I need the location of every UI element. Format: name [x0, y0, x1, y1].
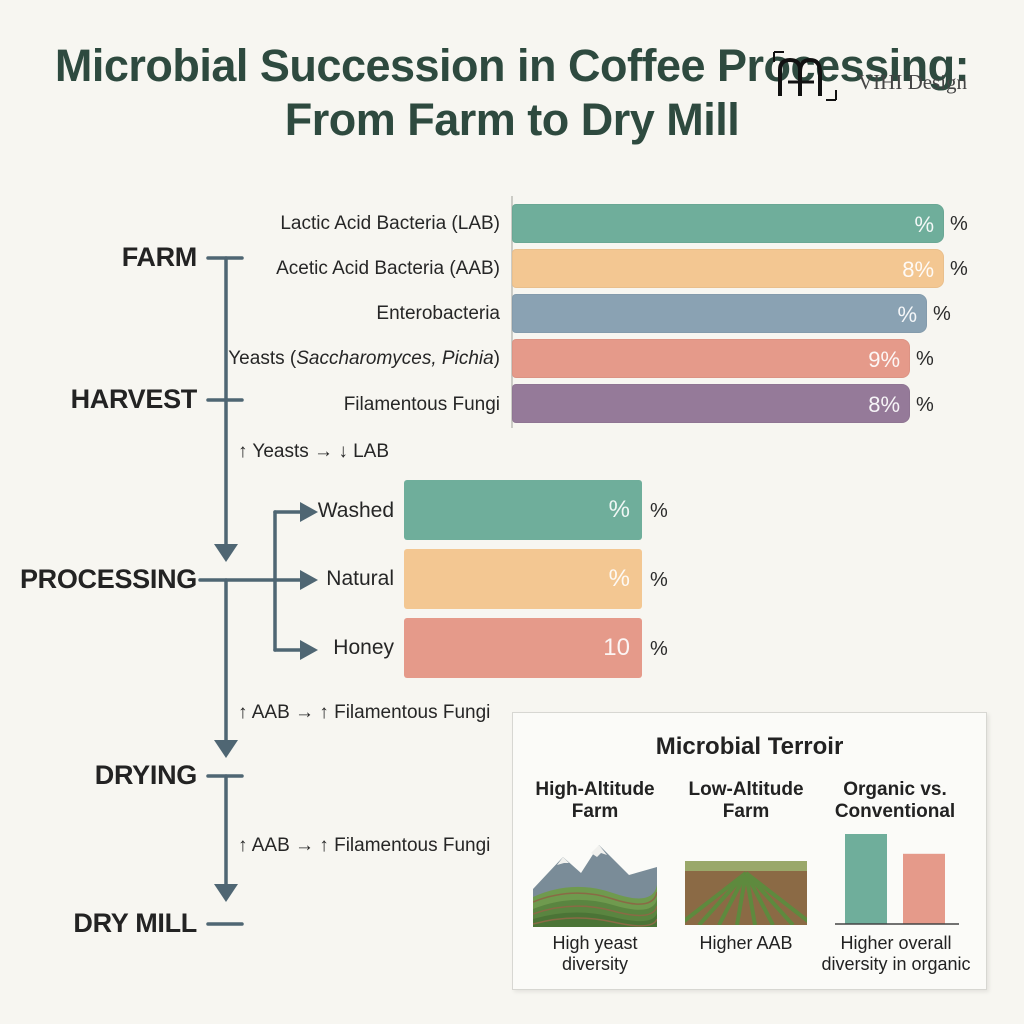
- stage-drying: DRYING: [94, 760, 198, 790]
- processing-label-natural: Natural: [326, 567, 394, 590]
- microbe-unit-lab: %: [950, 213, 968, 235]
- microbe-bar-aab: 8%: [512, 249, 944, 288]
- arrow-down-icon: [214, 884, 238, 902]
- microbe-value-lab: %: [914, 212, 934, 237]
- microbe-label-fungi: Filamentous Fungi: [343, 394, 500, 415]
- microbe-unit-enterobacteria: %: [933, 303, 951, 325]
- field-farm-icon: [685, 861, 807, 925]
- annotation-processing-drying: ↑ AAB → ↑ Filamentous Fungi: [238, 702, 491, 723]
- page-title-line-2: From Farm to Dry Mill: [284, 94, 740, 145]
- microbe-value-fungi: 8%: [868, 392, 900, 417]
- microbe-bar-lab: %: [512, 204, 944, 243]
- arrow-right-icon: [300, 640, 318, 660]
- microbial-terroir-card: Microbial Terroir High-Altitude Farm Low-…: [512, 712, 987, 990]
- terroir-col-low-altitude-head: Low-Altitude Farm: [688, 779, 804, 822]
- microbe-bar-fungi: 8%: [512, 384, 910, 423]
- microbe-value-yeasts: 9%: [868, 347, 900, 372]
- stage-harvest: HARVEST: [70, 384, 198, 414]
- microbe-unit-fungi: %: [916, 394, 934, 416]
- microbe-bar-yeasts: 9%: [512, 339, 910, 378]
- terroir-col-organic-foot: Higher overall diversity in organic: [821, 933, 971, 974]
- microbe-label-enterobacteria: Enterobacteria: [376, 303, 500, 324]
- microbe-label-yeasts: Yeasts (Saccharomyces, Pichia): [228, 348, 500, 369]
- processing-value-natural: %: [608, 565, 630, 592]
- processing-unit-honey: %: [650, 638, 668, 660]
- processing-value-washed: %: [608, 496, 630, 523]
- comparison-bar-0: [845, 834, 887, 924]
- processing-unit-washed: %: [650, 500, 668, 522]
- microbe-bar-enterobacteria: %: [512, 294, 927, 333]
- microbe-unit-yeasts: %: [916, 348, 934, 370]
- processing-label-honey: Honey: [333, 636, 394, 659]
- terroir-col-high-altitude-foot: High yeast diversity: [552, 933, 638, 974]
- arrow-down-icon: [214, 544, 238, 562]
- arrow-right-icon: [300, 502, 318, 522]
- microbe-value-aab: 8%: [902, 257, 934, 282]
- processing-unit-natural: %: [650, 569, 668, 591]
- comparison-bar-1: [903, 853, 945, 924]
- stage-processing: PROCESSING: [19, 564, 197, 594]
- watermark-logo: VIHI Design: [770, 50, 1020, 102]
- processing-value-honey: 10: [603, 634, 630, 661]
- microbe-label-aab: Acetic Acid Bacteria (AAB): [276, 258, 500, 279]
- processing-bar-natural: %: [404, 549, 642, 609]
- terroir-col-organic-head: Organic vs. Conventional: [834, 779, 956, 822]
- terroir-title: Microbial Terroir: [655, 733, 844, 760]
- processing-label-washed: Washed: [317, 499, 394, 522]
- organic-vs-conventional-chart: [835, 834, 959, 925]
- arrow-down-icon: [214, 740, 238, 758]
- terroir-col-low-altitude-foot: Higher AAB: [699, 933, 793, 953]
- annotation-drying-drymill: ↑ AAB → ↑ Filamentous Fungi: [238, 835, 491, 856]
- microbe-unit-aab: %: [950, 258, 968, 280]
- microbe-label-lab: Lactic Acid Bacteria (LAB): [280, 213, 500, 234]
- processing-bar-honey: 10: [404, 618, 642, 678]
- mountain-farm-icon: [533, 845, 657, 927]
- arrow-right-icon: [300, 570, 318, 590]
- logo-mark-icon: [773, 51, 837, 101]
- microbe-value-enterobacteria: %: [897, 302, 917, 327]
- processing-bar-washed: %: [404, 480, 642, 540]
- annotation-harvest-processing: ↑ Yeasts → ↓ LAB: [238, 441, 390, 462]
- terroir-col-high-altitude-head: High-Altitude Farm: [535, 779, 655, 822]
- stage-dry-mill: DRY MILL: [73, 908, 197, 938]
- stage-farm: FARM: [121, 242, 198, 272]
- watermark-text: VIHI Design: [858, 70, 968, 94]
